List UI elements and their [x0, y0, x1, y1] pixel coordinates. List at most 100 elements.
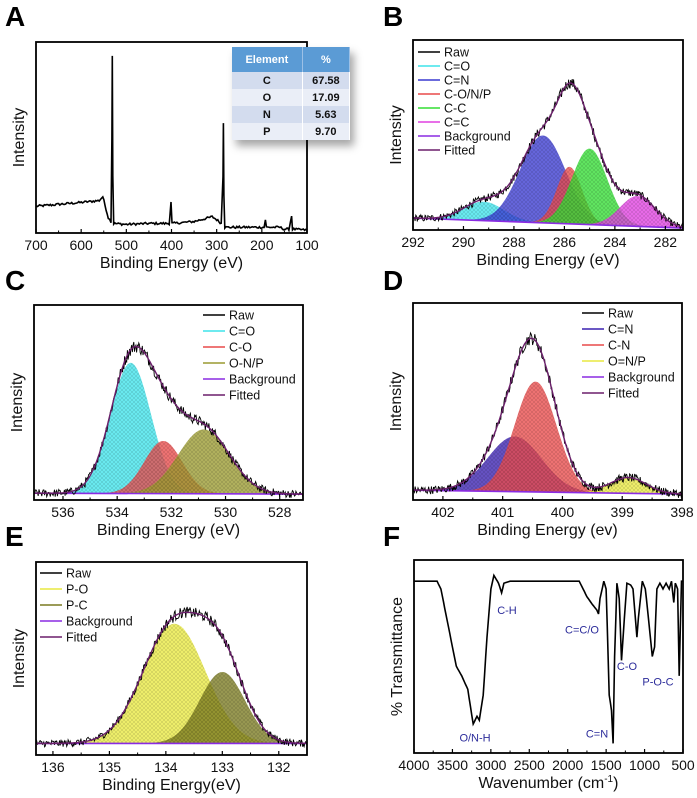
legend-component: P-C	[66, 599, 88, 613]
legend-component: C-O/N/P	[444, 88, 491, 102]
spectrum-line	[36, 55, 307, 233]
panel-label: A	[5, 1, 25, 32]
x-axis: 536 534 532 530 528	[51, 496, 292, 520]
panel-label: F	[383, 521, 400, 552]
legend-component: C-N	[608, 339, 630, 353]
peak-annotation: C-O	[617, 661, 638, 673]
x-tick-label: 282	[654, 234, 678, 250]
x-tick-label: 286	[553, 234, 577, 250]
x-tick-label: 500	[115, 237, 139, 253]
plot-frame	[412, 302, 683, 501]
x-tick-label: 400	[160, 237, 184, 253]
peak-hatch	[34, 362, 303, 495]
x-axis-label-suffix: )	[613, 775, 618, 792]
plot-area	[34, 341, 303, 499]
x-tick-label: 532	[160, 504, 184, 520]
legend: Raw C=N C-N O=N/P Background Fitted	[582, 307, 675, 401]
x-tick-label: 399	[611, 504, 635, 520]
y-axis-label: Intensity	[11, 629, 28, 689]
peak-annotation: C=N	[586, 729, 608, 741]
legend-component: C-O	[229, 341, 252, 355]
plot-area	[413, 78, 683, 230]
plot-area	[36, 606, 307, 749]
x-axis-label: Binding Energy (eV)	[97, 522, 240, 539]
legend-component: C=O	[229, 325, 255, 339]
x-tick-label: 398	[670, 504, 694, 520]
element-composition-table: Element % C 67.58 O 17.09 N 5.63 P 9.70	[232, 47, 351, 140]
peak-annotation: C-H	[497, 605, 517, 617]
percent-cell: 67.58	[302, 72, 351, 89]
panel-label: E	[5, 521, 24, 552]
fitted-line	[413, 82, 683, 228]
x-axis: 402 401 400 399 398	[431, 496, 694, 520]
legend-component: O=N/P	[608, 355, 646, 369]
peak-hatch	[413, 135, 683, 229]
legend: Raw C=O C-O O-N/P Background Fitted	[203, 309, 296, 403]
plot-frame	[33, 304, 304, 501]
y-axis-label: Intensity	[9, 373, 26, 433]
peak-hatch	[413, 436, 682, 495]
x-tick-label: 3000	[475, 757, 506, 773]
peak-hatch	[413, 381, 682, 495]
plot-area	[414, 573, 683, 744]
legend-raw: Raw	[444, 46, 470, 60]
x-tick-label: 400	[551, 504, 575, 520]
x-axis: 136 135 134 133 132	[41, 751, 291, 775]
raw-line	[413, 78, 683, 230]
x-tick-label: 134	[154, 759, 178, 775]
x-tick-label: 4000	[398, 757, 429, 773]
x-axis-label-main: Wavenumber (cm	[479, 775, 605, 792]
x-tick-label: 536	[51, 504, 75, 520]
x-axis-label: Wavenumber (cm-1)	[479, 774, 619, 792]
legend-component: C=O	[444, 60, 470, 74]
peak-hatch	[413, 148, 683, 229]
peak-annotation: P-O-C	[642, 677, 673, 689]
table-row: C 67.58	[232, 72, 351, 89]
x-tick-label: 136	[41, 759, 65, 775]
panel-label: D	[383, 265, 403, 296]
element-cell: C	[232, 72, 303, 89]
fitted-line	[413, 337, 682, 495]
legend-component: C=C	[444, 116, 469, 130]
table-row: P 9.70	[232, 123, 351, 140]
x-axis-label: Binding Energy (ev)	[477, 522, 618, 539]
table-row: O 17.09	[232, 89, 351, 106]
x-tick-label: 1000	[629, 757, 660, 773]
x-tick-label: 2500	[514, 757, 545, 773]
panel-a: A 700 600 500 400 300 200 100 Binding Energy (eV…	[5, 1, 319, 272]
x-tick-label: 600	[69, 237, 93, 253]
peak-annotation: C=C/O	[565, 624, 599, 636]
legend-fitted: Fitted	[444, 144, 475, 158]
x-axis-label: Binding Energy(eV)	[102, 777, 241, 794]
peak-hatch	[413, 201, 683, 229]
table-row: N 5.63	[232, 106, 351, 123]
legend-fitted: Fitted	[229, 389, 260, 403]
legend-component: C=N	[608, 323, 633, 337]
x-tick-label: 534	[105, 504, 129, 520]
y-axis-label: Intensity	[11, 108, 28, 168]
x-tick-label: 290	[452, 234, 476, 250]
plot-frame	[35, 561, 308, 756]
x-tick-label: 2000	[552, 757, 583, 773]
plot-frame	[412, 39, 684, 231]
x-tick-label: 135	[98, 759, 122, 775]
y-axis-label: % Transmittance	[389, 597, 406, 716]
x-axis: 292 290 288 286 284 282	[401, 226, 677, 250]
x-tick-label: 300	[205, 237, 229, 253]
x-tick-label: 700	[24, 237, 48, 253]
legend-background: Background	[229, 373, 296, 387]
plot-area	[36, 55, 307, 233]
percent-cell: 17.09	[302, 89, 351, 106]
x-tick-label: 133	[211, 759, 235, 775]
panel-label: C	[5, 265, 25, 296]
element-cell: P	[232, 123, 303, 140]
fitted-line	[34, 345, 303, 495]
legend-raw: Raw	[608, 307, 634, 321]
x-axis: 4000 3500 3000 2500 2000 1500 1000 500	[398, 749, 695, 773]
legend-component: C=N	[444, 74, 469, 88]
legend-component: C-C	[444, 102, 466, 116]
